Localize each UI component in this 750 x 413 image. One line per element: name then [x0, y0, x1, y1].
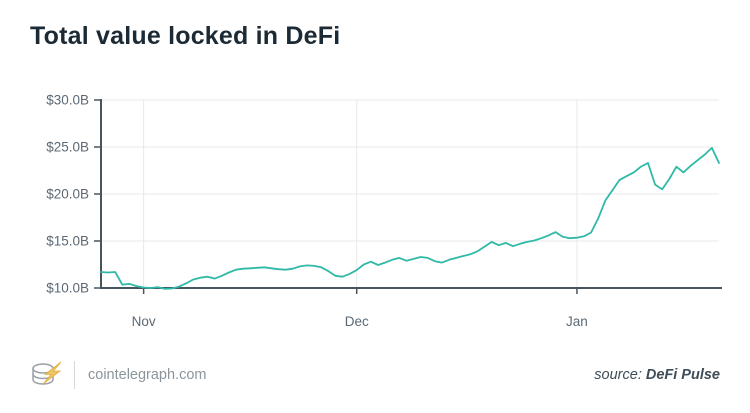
cointelegraph-logo-icon	[32, 361, 62, 385]
logo-gold-bolt	[42, 361, 62, 385]
defi-tvl-line-chart: $30.0B $25.0B $20.0B $15.0B $10.0B Nov Dec Jan	[46, 93, 722, 330]
footer-divider	[74, 361, 75, 389]
y-tick-label: $25.0B	[46, 140, 89, 155]
footer: cointelegraph.com source: DeFi Pulse	[0, 349, 750, 401]
brand: cointelegraph.com	[30, 359, 207, 391]
x-tick-label: Nov	[132, 314, 156, 329]
source-label: source:	[594, 367, 642, 383]
x-tick-label: Dec	[345, 314, 369, 329]
axes	[94, 99, 722, 294]
y-tick-label: $10.0B	[46, 281, 89, 296]
source-name: DeFi Pulse	[645, 367, 720, 383]
source-credit: source: DeFi Pulse	[594, 367, 720, 383]
axis-labels: $30.0B $25.0B $20.0B $15.0B $10.0B Nov Dec Jan	[46, 93, 588, 330]
chart-title: Total value locked in DeFi	[30, 22, 341, 50]
x-tick-label: Jan	[566, 314, 588, 329]
brand-domain: cointelegraph.com	[88, 367, 207, 383]
y-tick-label: $30.0B	[46, 93, 89, 108]
tvl-line	[100, 146, 720, 290]
y-tick-label: $15.0B	[46, 234, 89, 249]
y-tick-label: $20.0B	[46, 187, 89, 202]
gridlines	[101, 99, 719, 288]
